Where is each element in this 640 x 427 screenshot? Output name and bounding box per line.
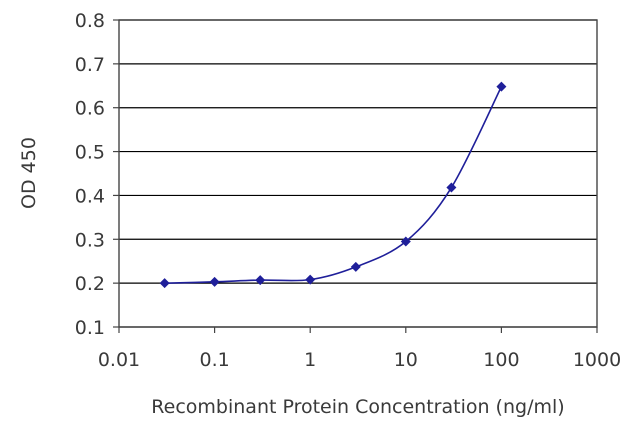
plot-frame [118, 19, 598, 328]
data-point [400, 236, 411, 247]
y-axis: 0.1 0.2 0.3 0.4 0.5 0.6 0.7 0.8 [75, 10, 119, 339]
x-tick-label: 1 [304, 349, 316, 371]
grid-lines [119, 19, 597, 328]
series-group [159, 81, 507, 289]
x-tick-label: 100 [483, 349, 519, 371]
y-tick-label: 0.6 [75, 98, 105, 120]
data-point [350, 261, 361, 272]
data-point [255, 275, 266, 286]
y-axis-label: OD 450 [18, 137, 40, 209]
x-tick-label: 10 [394, 349, 418, 371]
y-tick-label: 0.3 [75, 229, 105, 251]
x-axis: 0.01 0.1 1 10 100 1000 [98, 327, 621, 371]
data-point [209, 276, 220, 287]
data-point [305, 274, 316, 285]
x-tick-label: 0.1 [199, 349, 229, 371]
y-tick-label: 0.1 [75, 317, 105, 339]
y-tick-label: 0.7 [75, 54, 105, 76]
x-tick-label: 0.01 [98, 349, 140, 371]
data-point [446, 182, 457, 193]
y-tick-label: 0.8 [75, 10, 105, 32]
y-tick-label: 0.4 [75, 185, 105, 207]
data-point [496, 81, 507, 92]
y-tick-label: 0.2 [75, 273, 105, 295]
data-point [159, 278, 170, 289]
x-tick-label: 1000 [573, 349, 621, 371]
y-tick-label: 0.5 [75, 142, 105, 164]
x-axis-label: Recombinant Protein Concentration (ng/ml… [151, 396, 564, 418]
